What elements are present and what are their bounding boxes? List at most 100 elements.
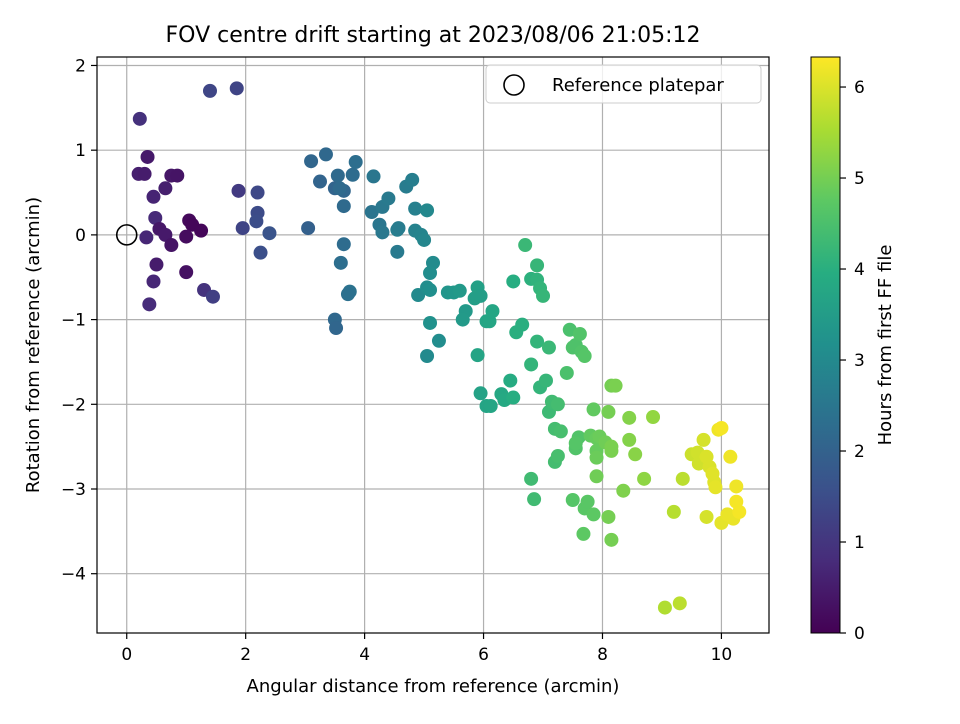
data-point — [589, 469, 604, 484]
data-point — [657, 600, 672, 615]
chart-title: FOV centre drift starting at 2023/08/06 … — [166, 23, 701, 48]
data-point — [170, 168, 185, 183]
data-point — [348, 155, 363, 170]
data-point — [541, 340, 556, 355]
data-point — [158, 181, 173, 196]
data-point — [313, 174, 328, 189]
data-point — [137, 166, 152, 181]
data-point — [515, 317, 530, 332]
data-point — [423, 266, 438, 280]
data-point — [553, 424, 568, 439]
data-point — [235, 221, 250, 236]
y-axis-label: Rotation from reference (arcmin) — [23, 197, 44, 493]
colorbar-ticks: 0 1 2 3 4 5 6 — [840, 78, 865, 644]
y-tick-label: 0 — [75, 226, 86, 246]
data-point — [250, 185, 265, 200]
data-point — [318, 147, 333, 162]
data-point — [408, 201, 423, 216]
colorbar-tick-label: 0 — [854, 624, 865, 644]
x-axis-ticks: 0 2 4 6 8 10 — [121, 633, 732, 665]
data-point — [249, 214, 264, 229]
data-point — [262, 226, 277, 241]
data-point — [364, 205, 379, 220]
data-point — [452, 283, 467, 298]
data-point — [431, 333, 446, 348]
data-point — [420, 203, 435, 218]
data-point — [503, 373, 518, 388]
x-tick-label: 2 — [240, 645, 251, 665]
legend-box — [485, 64, 762, 104]
data-point — [340, 287, 355, 302]
data-point — [580, 494, 595, 509]
data-point — [672, 596, 687, 611]
y-tick-label: −1 — [61, 311, 86, 331]
data-point — [729, 479, 744, 494]
data-point — [336, 199, 351, 214]
y-tick-label: −2 — [61, 395, 86, 415]
data-point — [202, 83, 217, 98]
data-point — [391, 221, 406, 236]
data-point — [304, 154, 319, 169]
data-point — [332, 181, 347, 196]
colorbar-tick-label: 5 — [854, 169, 865, 189]
data-point — [524, 357, 539, 372]
data-point — [253, 245, 268, 260]
data-point — [601, 509, 616, 524]
colorbar-label: Hours from first FF file — [875, 245, 896, 446]
data-point — [423, 315, 438, 330]
data-point — [423, 282, 438, 297]
data-point — [506, 390, 521, 405]
data-point — [139, 230, 154, 245]
data-point — [565, 493, 580, 508]
data-point — [572, 326, 587, 341]
data-point — [301, 221, 316, 236]
data-point — [538, 373, 553, 388]
data-point — [723, 449, 738, 464]
colorbar-tick-label: 2 — [854, 442, 865, 462]
data-point — [622, 432, 637, 447]
data-point — [699, 509, 714, 524]
plot-frame — [96, 56, 770, 634]
data-point — [375, 225, 390, 240]
data-point — [485, 304, 500, 319]
data-point — [550, 448, 565, 463]
data-point — [140, 149, 155, 164]
data-point — [405, 172, 420, 187]
data-point — [231, 183, 246, 198]
x-tick-label: 6 — [478, 645, 489, 665]
data-point — [146, 274, 161, 289]
data-point — [149, 257, 164, 272]
data-point — [473, 386, 488, 401]
data-point — [608, 378, 623, 393]
data-point — [568, 436, 583, 451]
data-point — [158, 227, 173, 242]
data-point — [455, 312, 470, 327]
colorbar-tick-label: 1 — [854, 533, 865, 553]
data-point — [714, 421, 729, 436]
grid-lines — [97, 57, 769, 633]
data-point — [179, 229, 194, 244]
data-point — [604, 439, 619, 454]
data-point — [146, 189, 161, 204]
y-axis-ticks: −4 −3 −2 −1 0 1 2 — [61, 56, 97, 585]
data-point — [601, 404, 616, 419]
colorbar — [810, 56, 841, 634]
data-point — [473, 288, 488, 303]
data-point — [205, 289, 220, 304]
data-point — [586, 402, 601, 417]
data-point — [345, 167, 360, 182]
y-tick-label: −3 — [61, 480, 86, 500]
data-point — [628, 447, 643, 462]
x-tick-label: 4 — [359, 645, 370, 665]
data-point — [675, 471, 690, 486]
data-point — [329, 321, 344, 336]
y-tick-label: 2 — [75, 56, 86, 76]
data-point — [229, 81, 244, 96]
data-point — [524, 471, 539, 486]
data-point — [622, 410, 637, 425]
legend-entry-reference: Reference platepar — [552, 75, 724, 96]
data-point — [530, 258, 545, 273]
data-point — [576, 526, 591, 541]
data-point — [470, 348, 485, 363]
